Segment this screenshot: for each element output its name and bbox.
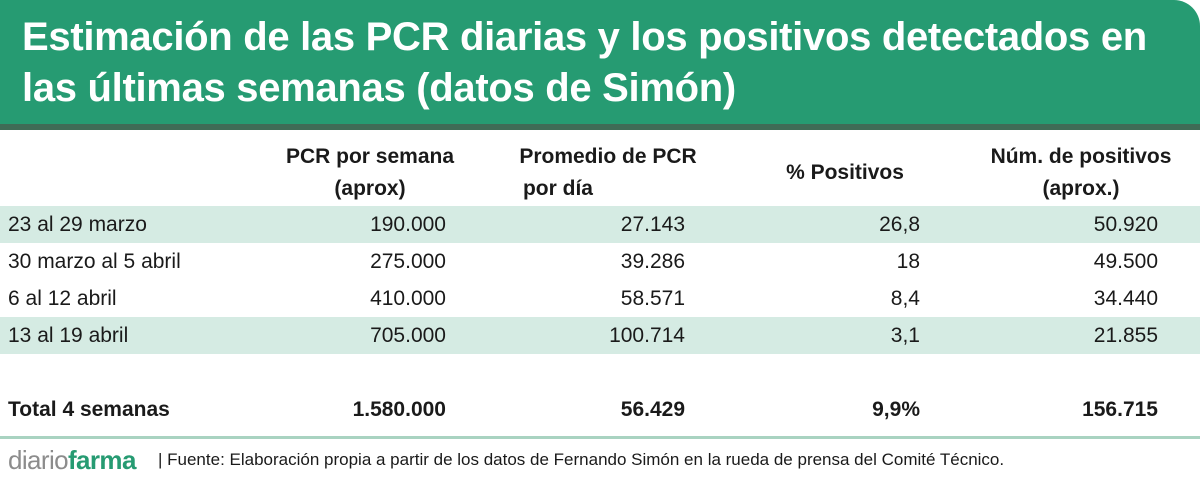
table-row: 6 al 12 abril 410.000 58.571 8,4 34.440: [0, 280, 1200, 317]
cell-num-positivos: 49.500: [1093, 250, 1158, 273]
cell-num-positivos: 21.855: [1093, 324, 1158, 347]
row-label: 30 marzo al 5 abril: [8, 250, 181, 273]
col-header-pcr-semana: PCR por semana (aprox): [255, 141, 485, 205]
col-header-positivos-pct: % Positivos: [730, 157, 960, 189]
col-header-pcr-semana-line2: (aprox): [334, 177, 406, 200]
cell-pcr-semana: 190.000: [370, 213, 446, 236]
logo-text-diario: diario: [8, 445, 69, 475]
cell-num-positivos: 34.440: [1093, 287, 1158, 310]
table-row: 13 al 19 abril 705.000 100.714 3,1 21.85…: [0, 317, 1200, 354]
cell-positivos-pct: 3,1: [890, 324, 920, 347]
cell-promedio-pcr: 27.143: [620, 213, 685, 236]
cell-pcr-semana: 410.000: [370, 287, 446, 310]
col-header-promedio-pcr: Promedio de PCR por día: [493, 141, 723, 205]
cell-promedio-pcr: 100.714: [609, 324, 685, 347]
col-header-promedio-pcr-line2: por día: [522, 177, 593, 200]
cell-positivos-pct: 18: [896, 250, 920, 273]
page-title: Estimación de las PCR diarias y los posi…: [22, 15, 1147, 110]
table-row: 30 marzo al 5 abril 275.000 39.286 18 49…: [0, 243, 1200, 280]
col-header-pcr-semana-line1: PCR por semana: [285, 145, 455, 168]
row-label: 6 al 12 abril: [8, 287, 117, 310]
table-total-row: Total 4 semanas 1.580.000 56.429 9,9% 15…: [0, 391, 1200, 428]
cell-positivos-pct: 8,4: [890, 287, 920, 310]
cell-promedio-pcr: 58.571: [620, 287, 685, 310]
col-header-num-positivos: Núm. de positivos (aprox.): [966, 141, 1196, 205]
total-label: Total 4 semanas: [8, 398, 170, 421]
total-num-positivos: 156.715: [1082, 398, 1158, 421]
row-label: 13 al 19 abril: [8, 324, 129, 347]
total-pcr-semana: 1.580.000: [352, 398, 446, 421]
title-divider: [0, 124, 1200, 130]
footer-divider: [0, 436, 1200, 439]
total-positivos-pct: 9,9%: [872, 398, 920, 421]
cell-pcr-semana: 705.000: [370, 324, 446, 347]
col-header-num-positivos-line1: Núm. de positivos: [990, 145, 1172, 168]
col-header-promedio-pcr-line1: Promedio de PCR: [519, 145, 697, 168]
total-promedio-pcr: 56.429: [620, 398, 685, 421]
title-banner: Estimación de las PCR diarias y los posi…: [0, 0, 1200, 124]
cell-promedio-pcr: 39.286: [620, 250, 685, 273]
cell-num-positivos: 50.920: [1093, 213, 1158, 236]
cell-positivos-pct: 26,8: [879, 213, 920, 236]
col-header-num-positivos-line2: (aprox.): [1042, 177, 1120, 200]
diariofarma-logo: diariofarma: [8, 446, 136, 474]
col-header-positivos-pct-line1: % Positivos: [786, 161, 904, 184]
source-note: | Fuente: Elaboración propia a partir de…: [158, 450, 1005, 469]
table-row: 23 al 29 marzo 190.000 27.143 26,8 50.92…: [0, 206, 1200, 243]
logo-text-farma: farma: [68, 445, 136, 475]
row-label: 23 al 29 marzo: [8, 213, 147, 236]
cell-pcr-semana: 275.000: [370, 250, 446, 273]
